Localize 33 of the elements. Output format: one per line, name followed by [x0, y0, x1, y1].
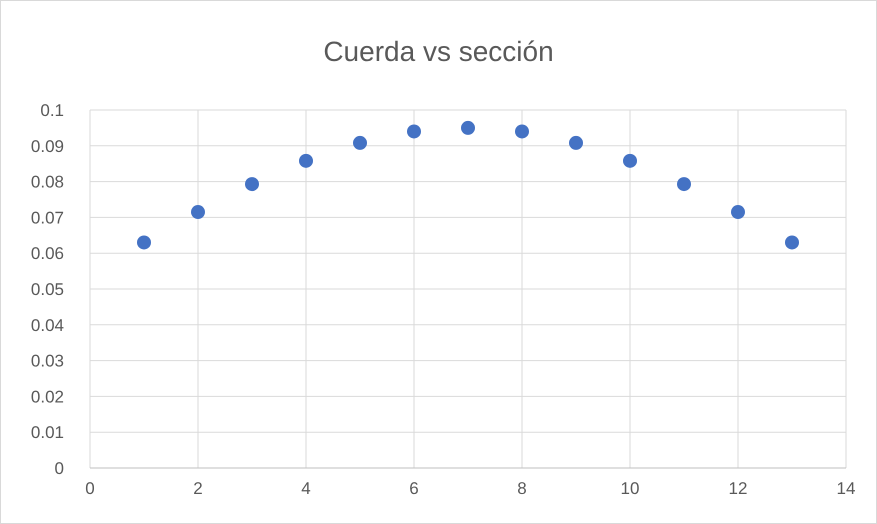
y-tick-label: 0.06	[30, 244, 64, 264]
point	[677, 177, 691, 192]
point	[245, 177, 259, 192]
point	[191, 205, 205, 220]
point	[569, 136, 583, 150]
x-tick-label: 14	[836, 479, 856, 498]
x-tick-label: 4	[301, 479, 311, 498]
y-tick-label: 0.05	[30, 280, 64, 300]
y-tick-label: 0.08	[30, 172, 64, 192]
x-tick-label: 0	[85, 479, 95, 498]
point	[515, 124, 529, 138]
point	[299, 154, 313, 168]
chart-title: Cuerda vs sección	[322, 36, 555, 68]
y-tick-label: 0.01	[30, 423, 64, 442]
y-tick-label: 0.09	[30, 136, 64, 156]
point	[731, 205, 745, 220]
y-tick-label: 0.1	[40, 101, 64, 120]
point	[407, 124, 421, 138]
y-tick-label: 0.04	[30, 316, 64, 335]
x-tick-label: 12	[728, 479, 748, 498]
y-tick-label: 0	[54, 459, 64, 478]
x-tick-label: 8	[517, 479, 527, 498]
y-tick-label: 0.03	[30, 352, 64, 371]
x-tick-label: 10	[620, 479, 640, 498]
x-tick-label: 2	[193, 479, 203, 498]
point	[623, 154, 637, 168]
y-tick-label: 0.02	[30, 387, 64, 406]
point	[461, 120, 475, 135]
point	[353, 136, 367, 150]
x-tick-label: 6	[409, 479, 419, 498]
point	[137, 235, 151, 250]
y-tick-label: 0.07	[30, 208, 64, 228]
point	[785, 235, 799, 250]
